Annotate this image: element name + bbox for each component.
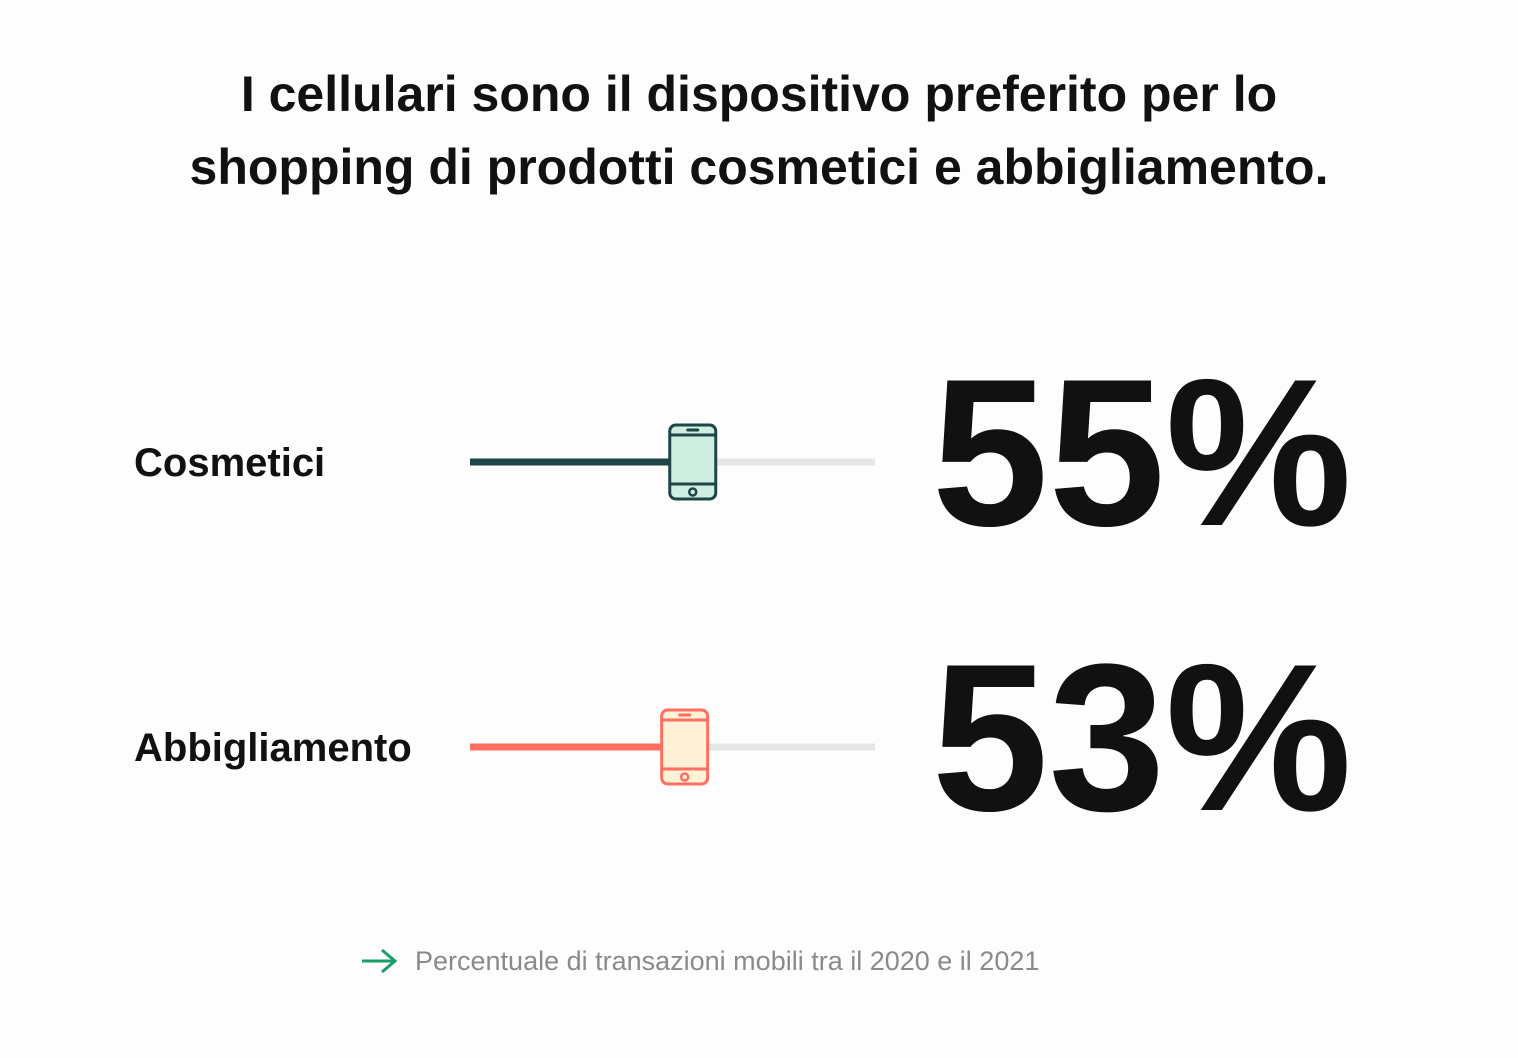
phone-body (668, 423, 718, 501)
category-label: Cosmetici (134, 441, 325, 485)
chart-title: I cellulari sono il dispositivo preferit… (189, 66, 1329, 195)
phone-body (660, 708, 710, 786)
category-label: Abbigliamento (134, 726, 412, 770)
value-label: 55% (932, 335, 1352, 570)
phone-button (688, 487, 698, 497)
arrow-head (381, 948, 398, 974)
slider-handle (660, 708, 710, 786)
phone-button (679, 772, 690, 782)
slider-handle (668, 423, 718, 501)
value-label: 53% (932, 620, 1352, 855)
footnote: Percentuale di transazioni mobili tra il… (415, 946, 1039, 976)
